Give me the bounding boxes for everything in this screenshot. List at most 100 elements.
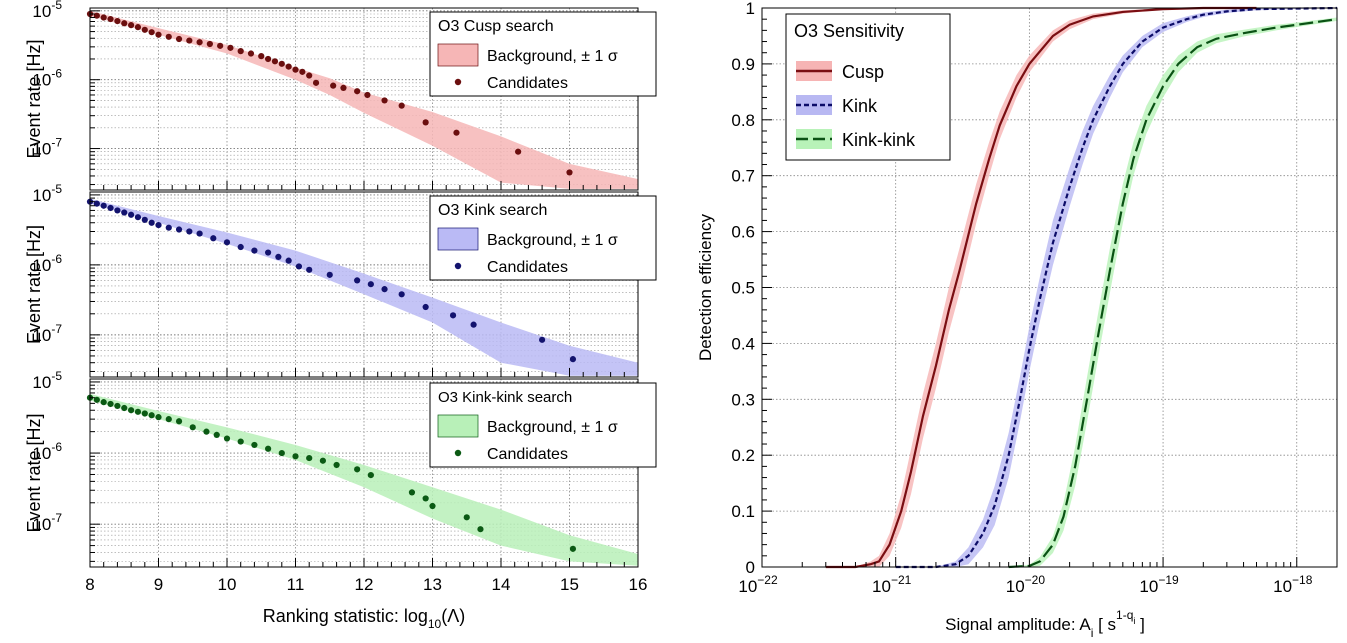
candidate-point [237, 48, 244, 55]
candidate-point [381, 286, 388, 293]
candidate-point [155, 31, 162, 38]
candidate-point [175, 226, 183, 233]
legend-candidate-label: Candidates [487, 75, 568, 92]
candidate-point [155, 222, 162, 229]
candidate-point [114, 17, 121, 25]
y-tick-label: 0.5 [731, 279, 755, 298]
legend-band-swatch [437, 227, 479, 251]
x-tick-label: 14 [492, 575, 511, 594]
candidate-point [93, 396, 100, 403]
candidate-point [299, 68, 306, 75]
y-tick-exponent: -7 [51, 511, 62, 525]
candidate-point [354, 466, 361, 473]
candidate-point [134, 408, 142, 415]
y-axis-label: Event rate [Hz] [24, 413, 44, 532]
legend-band-swatch [437, 414, 479, 438]
x-tick-exponent: −18 [1292, 573, 1313, 587]
candidate-point [422, 303, 429, 311]
candidate-point [265, 445, 272, 452]
candidate-point [566, 169, 573, 176]
candidate-point [381, 97, 388, 104]
x-tick-label: 10−18 [1273, 573, 1313, 596]
candidate-point [422, 119, 429, 126]
y-tick-label: 0.9 [731, 55, 755, 74]
candidate-point [330, 82, 337, 89]
candidate-point [354, 277, 361, 284]
candidate-point [398, 102, 405, 109]
y-tick-label: 10-5 [32, 182, 62, 205]
y-tick-label: 10-7 [32, 322, 62, 345]
legend-label: Kink [842, 96, 878, 116]
candidate-point [206, 40, 213, 48]
x-axis-label-subscript: i [1091, 626, 1094, 640]
x-tick-label: 10−22 [738, 573, 778, 596]
candidate-point [121, 209, 128, 216]
y-tick-exponent: -6 [51, 67, 62, 81]
candidate-point [141, 26, 148, 33]
candidate-point [237, 438, 244, 445]
x-tick-exponent: −22 [757, 573, 778, 587]
y-tick-label: 10-5 [32, 369, 62, 392]
legend-candidate-marker [454, 449, 462, 457]
candidate-point [148, 219, 155, 226]
candidate-point [227, 44, 234, 51]
y-tick-label: 0.1 [731, 502, 755, 521]
candidate-point [312, 79, 320, 86]
candidate-point [251, 247, 258, 254]
candidate-point [398, 291, 405, 298]
candidate-point [422, 495, 429, 502]
x-tick-exponent: −21 [891, 573, 912, 587]
candidate-point [429, 502, 436, 510]
candidate-point [275, 253, 282, 261]
y-tick-label: 10-7 [32, 136, 62, 159]
candidate-point [114, 402, 121, 410]
legend-label: Cusp [842, 62, 884, 82]
legend-title: O3 Cusp search [438, 18, 554, 35]
x-tick-label: 10−19 [1139, 573, 1179, 596]
candidate-point [364, 91, 371, 99]
x-tick-exponent: −19 [1158, 573, 1179, 587]
candidate-point [477, 526, 484, 533]
legend-band-swatch [437, 43, 479, 67]
candidate-point [408, 489, 416, 496]
y-tick-exponent: -7 [51, 322, 62, 336]
candidate-point [326, 271, 333, 278]
legend-candidate-marker [454, 78, 462, 86]
y-tick-label: 1 [746, 0, 755, 18]
y-tick-label: 0.8 [731, 111, 755, 130]
efficiency-curve [825, 6, 1257, 569]
candidate-point [285, 257, 292, 264]
candidate-point [463, 514, 470, 521]
x-axis-label-superscript: 1-q [1116, 608, 1133, 622]
candidate-point [306, 72, 313, 79]
candidate-point [515, 148, 522, 155]
candidate-point [100, 202, 107, 209]
candidate-point [367, 281, 374, 288]
candidate-point [121, 404, 128, 412]
legend-candidate-marker [454, 262, 462, 270]
x-tick-label: 10−21 [872, 573, 912, 596]
candidate-point [223, 239, 231, 246]
legend-band-label: Background, ± 1 σ [487, 232, 618, 249]
y-tick-label: 10-6 [32, 252, 62, 275]
candidate-point [278, 60, 285, 67]
candidate-point [128, 22, 135, 29]
y-tick-exponent: -5 [51, 182, 62, 196]
candidate-point [100, 14, 107, 21]
candidate-point [107, 400, 114, 408]
candidate-point [134, 24, 142, 31]
x-tick-label: 8 [85, 575, 94, 594]
candidate-point [265, 249, 272, 256]
legend-title: O3 Kink-kink search [438, 389, 572, 406]
x-tick-label: 11 [287, 575, 305, 594]
candidate-point [100, 399, 107, 406]
x-tick-exponent: −20 [1025, 573, 1046, 587]
y-tick-label: 0.4 [731, 334, 755, 353]
y-tick-exponent: -6 [51, 252, 62, 266]
candidate-point [292, 453, 299, 460]
candidate-point [148, 412, 155, 419]
candidate-point [453, 129, 460, 136]
